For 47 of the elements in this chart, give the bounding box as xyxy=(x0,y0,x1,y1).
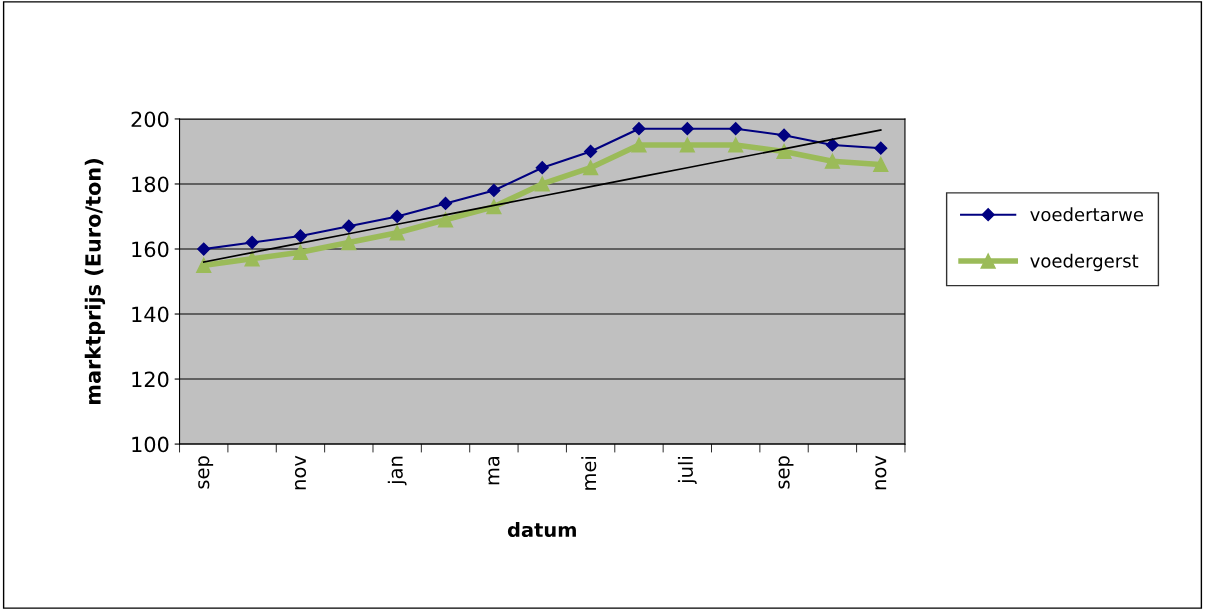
point xyxy=(535,161,549,175)
x-tick-label: nov xyxy=(875,455,887,490)
point xyxy=(729,122,743,136)
point xyxy=(874,141,888,155)
y-tick-label: 120 xyxy=(132,371,169,388)
x-tick-label: mei xyxy=(581,457,597,490)
point xyxy=(631,137,647,153)
x-tick-label: nov xyxy=(294,455,307,490)
point xyxy=(679,137,695,153)
point xyxy=(824,153,841,169)
point xyxy=(390,209,404,224)
point xyxy=(196,257,212,273)
point xyxy=(437,212,454,228)
point xyxy=(438,196,453,211)
point xyxy=(244,251,260,267)
y-axis-title: marktprijs (Euro/ton) xyxy=(84,159,106,404)
x-tick-label: jan xyxy=(387,456,407,486)
point xyxy=(487,183,501,198)
y-tick-label: 140 xyxy=(132,306,169,323)
y-tick-label: 160 xyxy=(132,241,169,258)
x-axis-title: datum xyxy=(507,522,576,538)
point xyxy=(293,229,308,243)
point xyxy=(534,176,550,192)
point xyxy=(680,122,694,136)
point xyxy=(292,244,309,260)
point xyxy=(342,219,356,233)
y-tick-label: 200 xyxy=(131,111,169,128)
y-tick-label: 100 xyxy=(132,436,169,453)
point xyxy=(777,128,791,142)
legend-label: voedergerst xyxy=(1030,253,1139,272)
x-tick-label: sep xyxy=(778,456,794,489)
x-tick-label: juli xyxy=(677,457,697,485)
legend-label: voedertarwe xyxy=(1030,207,1143,222)
point xyxy=(584,144,598,159)
point xyxy=(341,234,357,251)
y-tick-label: 180 xyxy=(132,176,169,193)
point xyxy=(197,242,211,256)
point xyxy=(582,160,599,176)
point xyxy=(825,138,840,152)
point xyxy=(245,235,259,250)
x-tick-label: ma xyxy=(488,456,500,485)
point xyxy=(632,122,646,136)
point xyxy=(389,225,405,241)
point xyxy=(873,156,889,173)
x-tick-label: sep xyxy=(198,456,214,489)
point xyxy=(728,137,744,153)
point xyxy=(776,143,792,160)
